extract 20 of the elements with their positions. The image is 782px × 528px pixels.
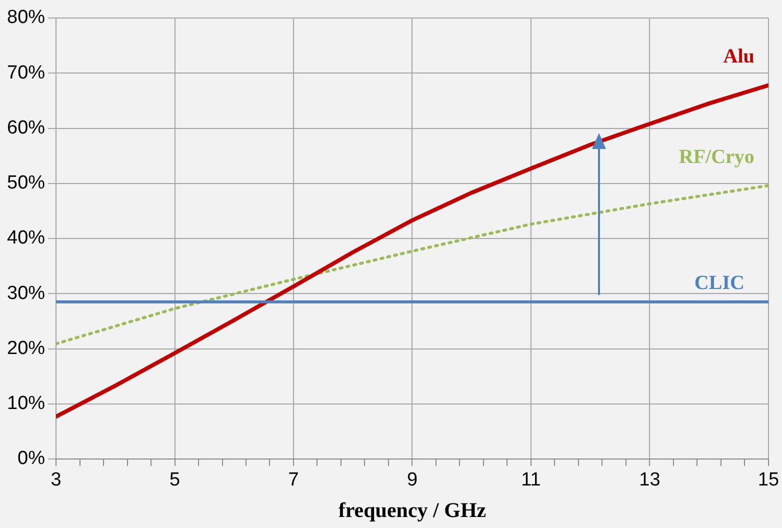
x-tick-label: 3 <box>50 470 62 491</box>
y-tick-label: 10% <box>6 393 46 414</box>
y-tick-label: 80% <box>6 7 46 28</box>
y-tick-label: 70% <box>6 62 46 84</box>
series-label: Alu <box>723 45 754 68</box>
x-tick-label: 15 <box>758 470 780 491</box>
y-tick-label: 60% <box>6 117 46 138</box>
x-tick-label: 7 <box>288 470 299 491</box>
x-tick-label: 9 <box>406 470 418 491</box>
series-label: RF/Cryo <box>678 146 754 168</box>
x-tick-label: 11 <box>521 470 541 491</box>
y-tick-label: 0% <box>18 448 46 470</box>
x-tick-label: 5 <box>169 470 180 491</box>
y-tick-label: 50% <box>6 172 46 194</box>
x-axis-title: frequency / GHz <box>338 498 486 522</box>
ref-line-label: CLIC <box>694 272 744 294</box>
y-tick-label: 20% <box>6 338 46 359</box>
x-tick-label: 13 <box>639 470 660 491</box>
y-tick-label: 40% <box>6 228 46 249</box>
y-tick-label: 30% <box>6 282 46 304</box>
